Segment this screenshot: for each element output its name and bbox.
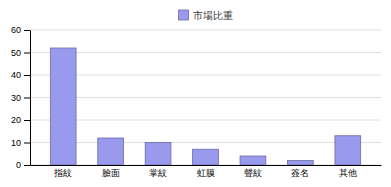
tick-label: 虹膜 [197, 168, 215, 178]
tick-label: 10 [11, 138, 21, 148]
legend-item: 市場比重 [179, 10, 233, 21]
y-tick: 40 [11, 70, 30, 80]
tick-label: 臉面 [102, 168, 120, 178]
tick-label: 聲紋 [244, 168, 262, 178]
tick-mark [24, 98, 30, 99]
legend: 市場比重 [179, 10, 233, 21]
y-tick: 20 [11, 115, 30, 125]
y-tick: 30 [11, 93, 30, 103]
x-tick: 指紋 [53, 168, 72, 178]
tick-label: 指紋 [53, 168, 72, 178]
tick-mark [24, 120, 30, 121]
tick-label: 0 [16, 160, 21, 170]
tick-mark [24, 30, 30, 31]
bar [145, 143, 171, 166]
grid-line [30, 97, 381, 98]
y-axis: 0 10 20 30 40 50 60 [11, 25, 31, 170]
x-tick: 其他 [339, 168, 357, 178]
tick-label: 其他 [339, 168, 357, 178]
grid [30, 30, 381, 165]
bar [50, 48, 76, 165]
tick-mark [24, 53, 30, 54]
tick-label: 40 [11, 70, 21, 80]
tick-label: 30 [11, 93, 21, 103]
y-tick: 60 [11, 25, 30, 35]
tick-label: 20 [11, 115, 21, 125]
x-tick: 掌紋 [149, 168, 167, 178]
tick-label: 60 [11, 25, 21, 35]
grid-line [30, 120, 381, 121]
x-tick: 臉面 [102, 168, 120, 178]
bar [287, 161, 313, 166]
axis-line [30, 31, 31, 166]
tick-mark [24, 165, 30, 166]
tick-label: 簽名 [291, 168, 309, 178]
y-tick: 10 [11, 138, 30, 148]
bar [240, 156, 266, 165]
legend-label: 市場比重 [193, 10, 233, 21]
chart: 0 10 20 30 40 50 60 指紋 臉面 掌紋 虹膜 聲紋 簽名 其他 市場比重 [0, 0, 391, 187]
grid-line [30, 30, 381, 31]
axis-line [31, 165, 382, 166]
bars [50, 48, 360, 165]
chart-container: 0 10 20 30 40 50 60 指紋 臉面 掌紋 虹膜 聲紋 簽名 其他 市場比重 [0, 0, 391, 187]
bar [98, 138, 124, 165]
bar [193, 149, 219, 165]
grid-line [30, 142, 381, 143]
bar [335, 136, 361, 165]
x-axis: 指紋 臉面 掌紋 虹膜 聲紋 簽名 其他 [31, 166, 382, 179]
tick-label: 掌紋 [149, 168, 167, 178]
y-tick: 50 [11, 48, 30, 58]
x-tick: 聲紋 [244, 168, 262, 178]
grid-line [30, 52, 381, 53]
legend-swatch [179, 10, 189, 20]
tick-mark [24, 143, 30, 144]
tick-mark [24, 75, 30, 76]
grid-line [30, 75, 381, 76]
tick-label: 50 [11, 48, 21, 58]
x-tick: 簽名 [291, 168, 309, 178]
x-tick: 虹膜 [197, 168, 215, 178]
y-tick: 0 [16, 160, 30, 170]
